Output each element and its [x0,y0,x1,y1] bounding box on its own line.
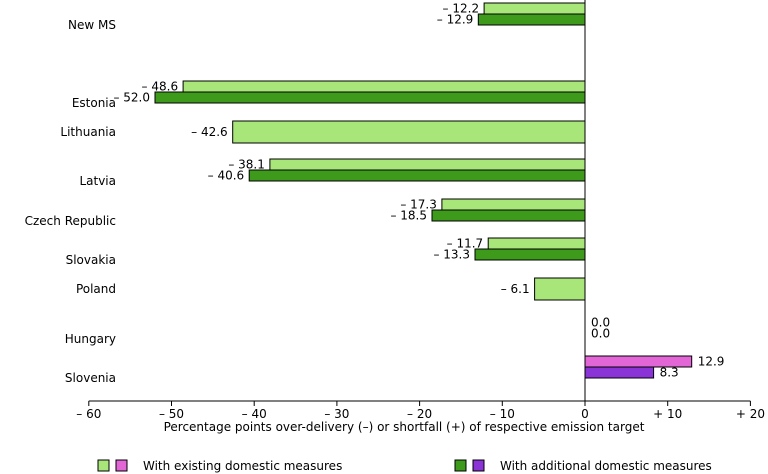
x-tick-label: – 40 [242,407,267,421]
x-tick-label: – 30 [324,407,349,421]
value-label-czech-republic-additional: – 18.5 [390,209,427,223]
x-tick-label: – 10 [490,407,515,421]
category-label: New MS [68,18,116,32]
x-tick-label: + 20 [736,407,765,421]
value-label-czech-republic-existing: – 17.3 [400,198,437,212]
value-label-new-ms-existing: – 12.2 [443,2,480,16]
value-label-poland-existing: – 6.1 [501,282,530,296]
bar-new-ms-existing [483,2,586,15]
bar-estonia-additional [154,91,586,104]
x-ticks-group: – 60 – 50 – 40 – 30 – 20 – 10 0 + 10 + 20 [76,401,765,421]
category-label: Poland [76,282,116,296]
value-label-slovenia-existing: 12.9 [698,355,725,369]
category-label: Estonia [72,96,116,110]
legend-swatch [472,459,485,472]
bar-lithuania-existing [232,120,586,144]
bar-latvia-existing [269,158,586,171]
bar-slovakia-existing [487,237,586,250]
bar-new-ms-additional [477,13,586,26]
value-label-hungary-existing: 0.0 [591,316,610,330]
category-label: Hungary [65,332,116,346]
legend-swatch [454,459,467,472]
category-label: Czech Republic [25,214,116,228]
x-tick-label: 0 [581,407,589,421]
legend: With existing domestic measures With addi… [97,459,712,473]
value-label-slovenia-additional: 8.3 [660,366,679,380]
bars-group [154,2,693,379]
category-label: Lithuania [60,125,116,139]
value-labels-group: – 12.2– 12.9 – 48.6– 52.0 – 42.6 – 38.1– 40… [113,2,724,380]
x-tick-label: – 60 [76,407,101,421]
bar-czech-republic-additional [431,209,586,222]
value-label-new-ms-additional: – 12.9 [437,13,474,27]
bar-slovakia-additional [474,248,586,261]
x-tick-label: – 20 [407,407,432,421]
bar-latvia-additional [248,169,586,182]
x-tick-label: + 10 [653,407,682,421]
value-label-slovakia-existing: – 11.7 [447,237,484,251]
category-label: Slovakia [66,253,116,267]
legend-swatch [115,459,128,472]
legend-label: With additional domestic measures [500,459,712,473]
category-labels-group: New MS Estonia Lithuania Latvia Czech Republ… [25,18,116,385]
bar-slovenia-additional [584,366,655,379]
value-label-estonia-existing: – 48.6 [142,80,179,94]
value-label-hungary-additional: 0.0 [591,327,610,341]
value-label-latvia-existing: – 38.1 [228,158,265,172]
value-label-slovakia-additional: – 13.3 [433,248,470,262]
category-label: Slovenia [65,371,116,385]
x-axis-title: Percentage points over-delivery (–) or s… [164,420,645,434]
value-label-estonia-additional: – 52.0 [113,91,150,105]
bar-czech-republic-existing [441,198,586,211]
value-label-lithuania-existing: – 42.6 [191,125,228,139]
x-tick-label: – 50 [159,407,184,421]
legend-label: With existing domestic measures [143,459,342,473]
value-label-latvia-additional: – 40.6 [208,169,245,183]
category-label: Latvia [79,174,116,188]
legend-swatch [97,459,110,472]
bar-estonia-existing [182,80,586,93]
bar-poland-existing [534,277,586,301]
